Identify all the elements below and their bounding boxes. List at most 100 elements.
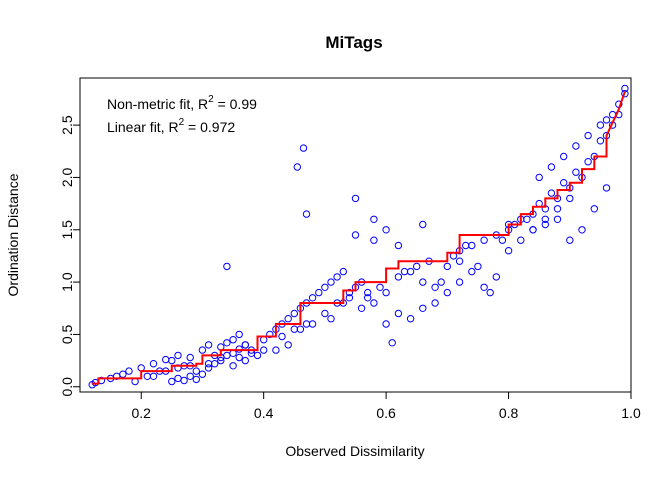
data-point xyxy=(302,210,311,218)
data-point xyxy=(443,262,451,271)
y-tick-label: 2.5 xyxy=(59,115,75,135)
data-point xyxy=(553,215,562,224)
data-point xyxy=(364,294,372,302)
y-axis-label: Ordination Distance xyxy=(5,173,21,296)
nonmetric-fit-annotation: Non-metric fit, R2 = 0.99 xyxy=(107,94,257,112)
data-point xyxy=(119,370,127,378)
fit-step-line xyxy=(92,91,626,385)
data-point xyxy=(198,370,207,378)
data-point xyxy=(468,241,476,250)
data-point xyxy=(394,309,403,318)
data-point xyxy=(284,315,292,323)
data-point xyxy=(125,367,133,375)
data-point xyxy=(486,288,494,297)
data-point xyxy=(370,236,378,244)
data-point xyxy=(376,283,384,291)
y-tick-label: 0.5 xyxy=(59,324,75,344)
data-point xyxy=(174,374,182,383)
data-point xyxy=(584,131,592,140)
data-point xyxy=(382,320,390,328)
x-tick-label: 0.2 xyxy=(131,405,151,421)
data-point xyxy=(357,304,366,312)
data-point xyxy=(382,288,390,297)
data-point xyxy=(517,236,525,244)
data-point xyxy=(431,299,439,307)
data-point xyxy=(321,283,329,291)
data-point xyxy=(192,367,201,375)
data-point xyxy=(260,346,268,354)
y-tick-label: 1.5 xyxy=(59,220,75,240)
data-point xyxy=(149,360,158,368)
data-point xyxy=(413,262,421,271)
data-point xyxy=(162,355,170,364)
data-point xyxy=(351,194,360,203)
data-point xyxy=(406,315,415,323)
data-point xyxy=(394,241,403,250)
data-point xyxy=(480,283,488,291)
data-point xyxy=(455,257,464,265)
data-point xyxy=(443,288,451,297)
data-point xyxy=(339,267,347,276)
data-point xyxy=(566,236,574,244)
data-point xyxy=(204,341,213,349)
data-point xyxy=(168,377,176,386)
data-point xyxy=(547,189,556,197)
data-point xyxy=(308,294,317,302)
data-point xyxy=(229,362,237,370)
data-point xyxy=(174,351,182,360)
data-point xyxy=(333,273,341,281)
data-point xyxy=(590,205,598,213)
y-tick-label: 0.0 xyxy=(59,377,75,397)
data-point xyxy=(223,262,231,271)
data-point xyxy=(241,341,250,349)
x-axis-label: Observed Dissimilarity xyxy=(285,443,424,459)
data-point xyxy=(419,304,427,312)
fit-series xyxy=(92,91,626,385)
data-point xyxy=(541,215,549,224)
data-point xyxy=(272,346,280,354)
x-tick-label: 1.0 xyxy=(621,405,641,421)
data-point xyxy=(217,356,225,365)
data-point xyxy=(302,320,311,328)
data-point xyxy=(321,309,329,318)
data-point xyxy=(388,339,396,347)
data-point xyxy=(572,142,580,150)
data-point xyxy=(468,267,476,276)
data-point xyxy=(180,376,188,385)
data-point xyxy=(523,215,531,224)
y-tick-label: 1.0 xyxy=(59,272,75,292)
data-point xyxy=(621,90,629,98)
data-point xyxy=(327,278,335,286)
data-point xyxy=(480,236,488,244)
x-tick-label: 0.8 xyxy=(499,405,519,421)
data-point xyxy=(299,144,308,152)
data-point xyxy=(431,283,439,291)
data-point xyxy=(535,173,543,182)
data-point xyxy=(296,325,305,333)
data-point xyxy=(553,205,562,213)
data-point xyxy=(149,372,158,380)
x-axis: 0.2 0.4 0.6 0.8 1.0 xyxy=(131,391,641,421)
data-point xyxy=(560,152,568,161)
data-point xyxy=(223,351,231,360)
data-point xyxy=(168,356,176,365)
data-point xyxy=(235,353,243,362)
data-point xyxy=(560,179,568,187)
data-point xyxy=(382,226,390,234)
data-point xyxy=(235,330,243,339)
data-point xyxy=(186,353,194,362)
data-point xyxy=(290,309,298,318)
data-point xyxy=(198,346,207,354)
chart-title: MiTags xyxy=(325,33,382,52)
data-point xyxy=(370,215,378,224)
data-point xyxy=(419,278,427,286)
data-point xyxy=(492,273,500,281)
data-point xyxy=(235,345,243,353)
data-point xyxy=(547,163,556,171)
data-point xyxy=(327,315,335,323)
data-point xyxy=(474,262,482,271)
y-axis: 0.0 0.5 1.0 1.5 2.0 2.5 xyxy=(59,115,81,397)
data-point xyxy=(455,278,464,286)
data-point xyxy=(345,294,354,302)
data-point xyxy=(351,231,360,239)
